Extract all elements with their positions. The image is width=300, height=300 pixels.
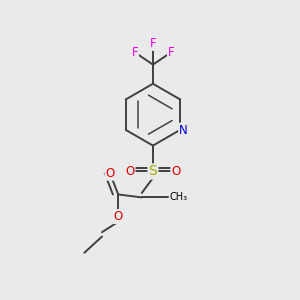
Text: N: N <box>179 124 188 136</box>
Text: F: F <box>131 46 138 59</box>
Text: F: F <box>168 46 175 59</box>
Text: O: O <box>105 167 115 180</box>
Text: O: O <box>171 165 181 178</box>
Text: F: F <box>150 37 156 50</box>
Text: CH₃: CH₃ <box>170 192 188 203</box>
Text: S: S <box>148 164 157 178</box>
Text: O: O <box>125 165 135 178</box>
Text: O: O <box>114 210 123 223</box>
